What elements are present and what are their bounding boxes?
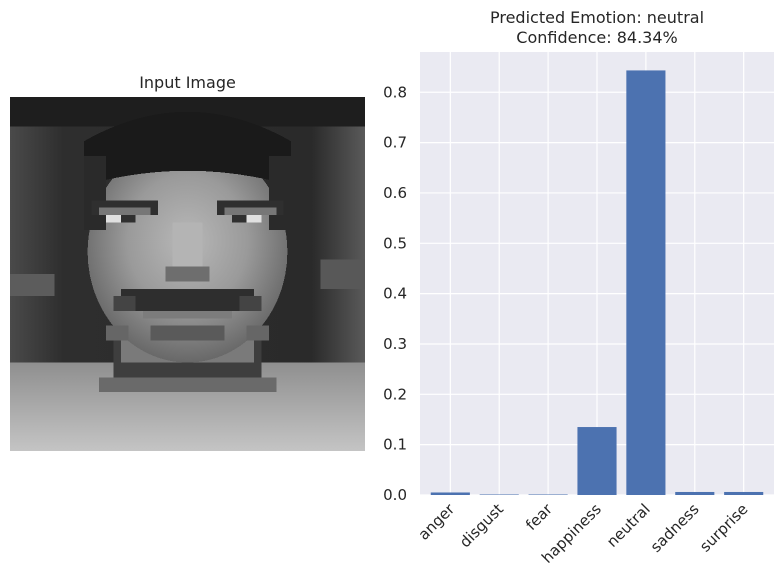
y-tick-label: 0.5: [383, 234, 407, 252]
input-face-image: [10, 97, 365, 451]
face-pixel-image: [10, 97, 365, 451]
x-tick-label-sadness: sadness: [647, 500, 703, 556]
chart-title-confidence: Confidence: 84.34%: [516, 28, 678, 47]
bar-happiness: [577, 427, 617, 495]
x-tick-label-disgust: disgust: [456, 500, 507, 551]
y-tick-label: 0.2: [383, 385, 407, 403]
bars: [430, 70, 764, 495]
bar-neutral: [626, 70, 666, 495]
x-tick-label-surprise: surprise: [696, 500, 751, 555]
y-tick-label: 0.3: [383, 335, 407, 353]
y-tick-label: 0.7: [383, 134, 407, 152]
y-tick-label: 0.4: [383, 285, 407, 303]
chart-title-emotion: Predicted Emotion: neutral: [489, 8, 705, 27]
x-tick-label-fear: fear: [522, 500, 556, 534]
image-panel-title: Input Image: [139, 73, 236, 92]
y-tick-label: 0.1: [383, 436, 407, 454]
x-tick-label-anger: anger: [415, 500, 459, 544]
bar-fear: [528, 494, 568, 495]
y-tick-label: 0.0: [383, 486, 407, 504]
bar-surprise: [724, 491, 764, 495]
y-tick-labels: 0.0 0.1 0.2 0.3 0.4 0.5 0.6 0.7 0.8: [383, 83, 407, 504]
y-tick-label: 0.8: [383, 83, 407, 101]
bar-sadness: [675, 491, 715, 495]
bar-anger: [430, 492, 470, 495]
y-tick-label: 0.6: [383, 184, 407, 202]
bar-disgust: [479, 494, 519, 495]
chart-title: Predicted Emotion: neutral Confidence: 8…: [420, 8, 774, 48]
